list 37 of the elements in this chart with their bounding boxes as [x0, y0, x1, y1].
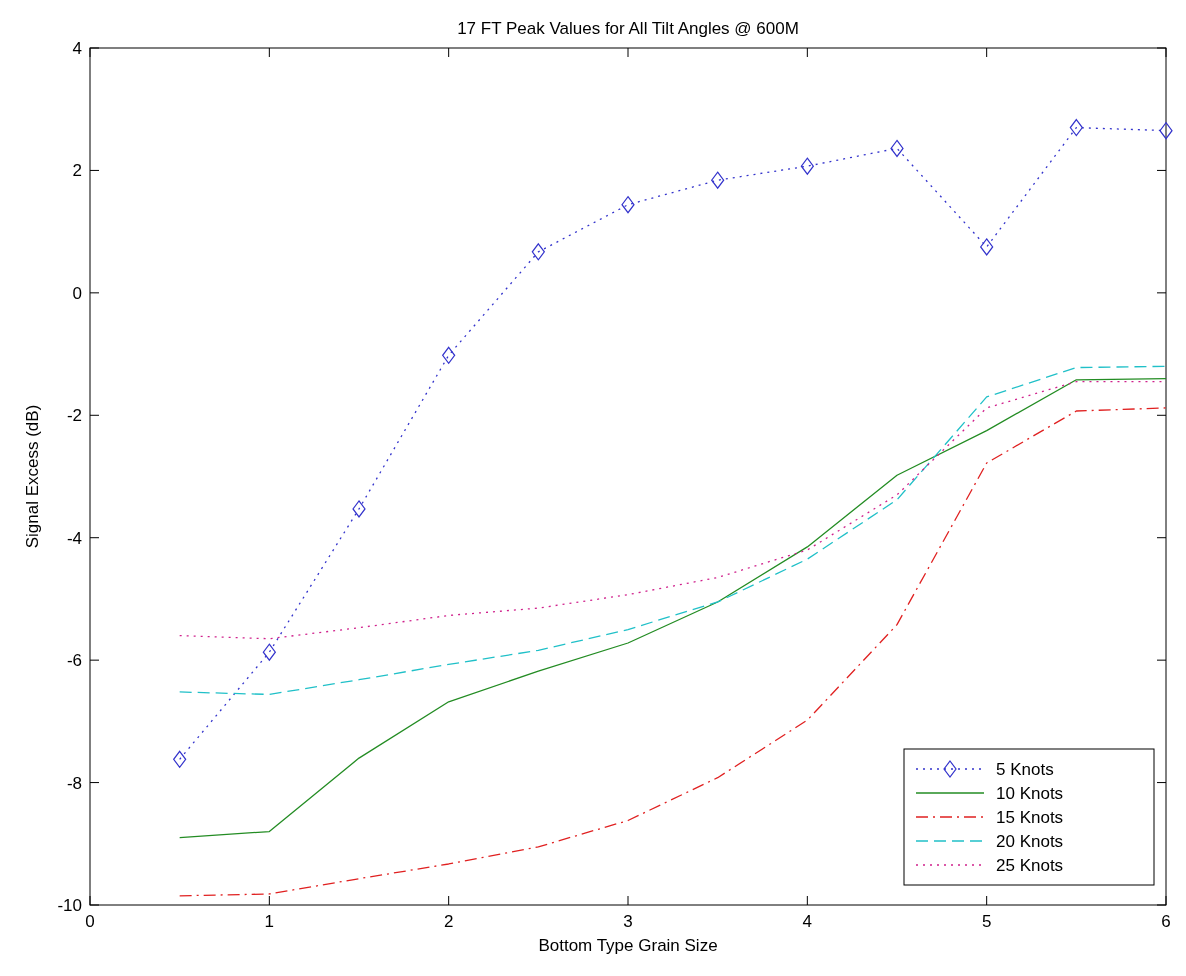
x-tick-label: 6 [1161, 912, 1171, 931]
point [980, 238, 994, 256]
x-tick-label: 2 [443, 912, 454, 931]
point [621, 196, 635, 214]
point [442, 346, 456, 364]
legend-label: 25 Knots [996, 856, 1064, 875]
x-tick-label: 3 [623, 912, 633, 931]
point [531, 243, 545, 261]
line-series [179, 365, 1167, 696]
point [1069, 118, 1083, 137]
y-tick-label: -10 [57, 896, 82, 915]
y-tick-label: -6 [66, 651, 82, 671]
chart-title: 17 FT Peak Values for All Tilt Angles @ 600M [457, 19, 799, 38]
point [890, 139, 904, 157]
x-tick-label: 0 [85, 912, 95, 931]
y-tick-label: -8 [66, 773, 82, 793]
point [711, 171, 725, 189]
point [800, 157, 814, 175]
y-tick-label: -4 [66, 528, 82, 548]
y-tick-label: 0 [72, 283, 82, 303]
line-series [179, 407, 1167, 897]
x-tick-label: 5 [981, 912, 992, 931]
point [352, 500, 366, 518]
y-tick-label: -2 [66, 406, 82, 426]
y-tick-label: 4 [72, 39, 82, 58]
y-tick-label: 2 [72, 161, 82, 181]
legend-label: 20 Knots [996, 832, 1064, 851]
y-axis-title: Signal Excess (dB) [23, 404, 42, 549]
point [173, 750, 187, 768]
legend-label: 15 Knots [996, 808, 1064, 827]
x-axis-title: Bottom Type Grain Size [538, 936, 718, 955]
point [1159, 122, 1173, 140]
legend-label: 5 Knots [996, 760, 1054, 779]
x-tick-label: 1 [264, 912, 275, 931]
point [262, 643, 276, 661]
legend-label: 10 Knots [996, 784, 1064, 803]
x-tick-label: 4 [802, 912, 813, 931]
